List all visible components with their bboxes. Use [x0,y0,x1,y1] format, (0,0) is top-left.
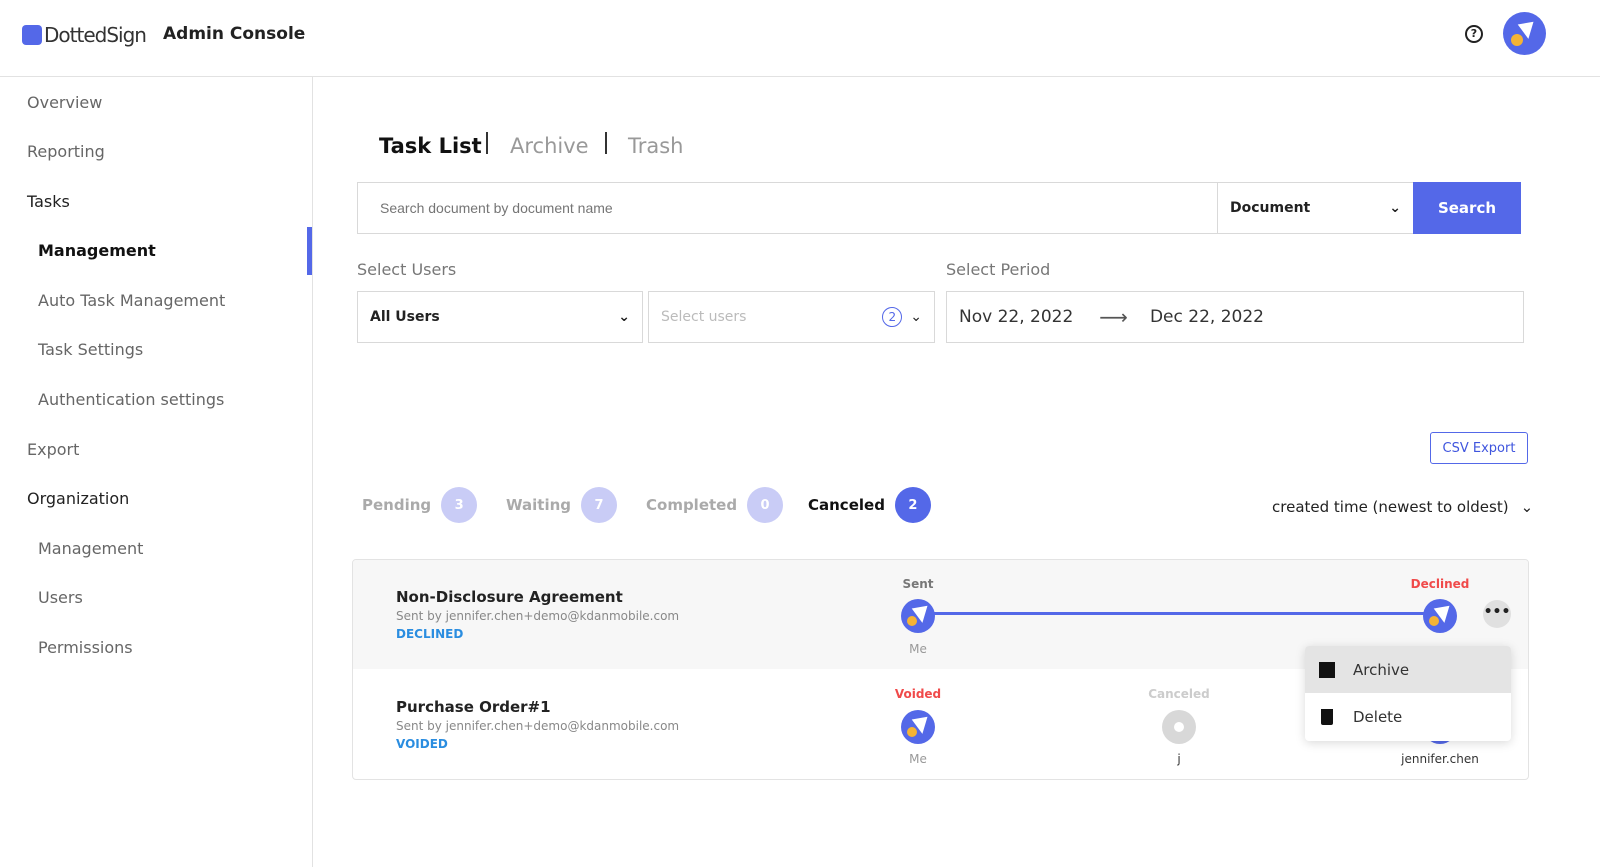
chevron-down-icon: ⌄ [910,309,922,325]
period-range-picker[interactable]: Nov 22, 2022 ⟶ Dec 22, 2022 [946,291,1524,343]
step-user: j [1177,752,1181,766]
users-scope-value: All Users [370,309,440,325]
status-tab-completed[interactable]: Completed 0 [646,487,784,523]
menu-label: Delete [1353,708,1403,726]
sort-select[interactable]: created time (newest to oldest) ⌄ [1272,498,1533,516]
sidebar-item-task-settings[interactable]: Task Settings [38,340,144,359]
tab-divider [486,132,488,154]
sidebar-item-organization[interactable]: Organization [27,489,130,508]
search-type-value: Document [1230,200,1311,216]
csv-export-button[interactable]: CSV Export [1430,432,1528,464]
menu-label: Archive [1353,660,1410,679]
selected-count-badge: 2 [882,307,903,327]
help-icon[interactable]: ? [1465,25,1483,43]
select-users-input[interactable]: Select users 2 ⌄ [648,291,935,343]
step-label: Voided [894,687,942,701]
chevron-down-icon: ⌄ [1520,498,1534,516]
sidebar [0,77,313,867]
period-to[interactable]: Dec 22, 2022 [1149,307,1264,327]
task-status: DECLINED [396,627,464,641]
sidebar-item-management[interactable]: Management [38,241,156,260]
status-count: 3 [441,487,478,523]
more-options-button[interactable]: ••• [1483,600,1511,628]
sort-value: created time (newest to oldest) [1272,498,1509,516]
progress-line [918,612,1440,615]
select-users-label: Select Users [357,260,457,279]
users-scope-select[interactable]: All Users ⌄ [357,291,643,343]
step-user: jennifer.chen [1401,752,1479,766]
canceled-signer-icon [1162,710,1196,744]
step-label: Sent [902,577,934,591]
header: DottedSign Admin Console ? [0,0,1600,77]
tab-archive[interactable]: Archive [510,134,589,158]
status-count: 2 [894,487,931,523]
signer-avatar [901,710,935,744]
sidebar-item-management[interactable]: Management [38,539,144,558]
status-count: 7 [581,487,618,523]
tab-task-list[interactable]: Task List [379,134,482,158]
status-label: Waiting [506,496,572,514]
task-sender: Sent by jennifer.chen+demo@kdanmobile.co… [396,609,680,623]
step-user: Me [909,752,927,766]
user-avatar[interactable] [1503,12,1546,55]
arrow-right-icon: ⟶ [1099,305,1128,329]
logo[interactable]: DottedSign [22,23,147,47]
chevron-down-icon: ⌄ [1389,200,1401,216]
select-period-label: Select Period [946,260,1051,279]
status-label: Completed [646,496,738,514]
task-status: VOIDED [396,737,448,751]
chevron-down-icon: ⌄ [618,309,630,325]
app-title: Admin Console [163,24,306,44]
sidebar-item-permissions[interactable]: Permissions [38,638,133,657]
sidebar-item-tasks[interactable]: Tasks [27,192,70,211]
menu-item-delete[interactable]: Delete [1305,693,1511,741]
sidebar-item-overview[interactable]: Overview [27,93,103,112]
select-users-placeholder: Select users [661,309,747,325]
status-count: 0 [747,487,784,523]
search-type-select[interactable]: Document ⌄ [1217,182,1414,234]
active-indicator [307,227,312,275]
tab-divider [605,132,607,154]
task-sender: Sent by jennifer.chen+demo@kdanmobile.co… [396,719,680,733]
logo-mark-icon [22,25,42,45]
sidebar-item-auto-task-management[interactable]: Auto Task Management [38,291,226,310]
signer-avatar [901,599,935,633]
task-name[interactable]: Non-Disclosure Agreement [396,588,623,606]
archive-box-icon [1319,661,1335,678]
tab-trash[interactable]: Trash [628,134,684,158]
context-menu: Archive Delete [1305,646,1511,741]
sidebar-item-authentication-settings[interactable]: Authentication settings [38,390,225,409]
trash-icon [1321,709,1333,725]
step-user: Me [909,642,927,656]
status-tab-canceled[interactable]: Canceled 2 [808,487,931,523]
menu-item-archive[interactable]: Archive [1305,646,1511,693]
search-button[interactable]: Search [1413,182,1521,234]
sidebar-item-export[interactable]: Export [27,440,80,459]
sidebar-item-reporting[interactable]: Reporting [27,142,105,161]
sidebar-item-users[interactable]: Users [38,588,83,607]
task-name[interactable]: Purchase Order#1 [396,698,551,716]
period-from[interactable]: Nov 22, 2022 [959,307,1074,327]
step-label: Declined [1410,577,1470,591]
status-tab-waiting[interactable]: Waiting 7 [506,487,618,523]
status-label: Canceled [808,496,885,514]
brand-name: DottedSign [44,23,147,47]
signer-avatar [1423,599,1457,633]
status-label: Pending [362,496,432,514]
status-tab-pending[interactable]: Pending 3 [362,487,478,523]
search-input[interactable] [357,182,1218,234]
step-label: Canceled [1148,687,1210,701]
